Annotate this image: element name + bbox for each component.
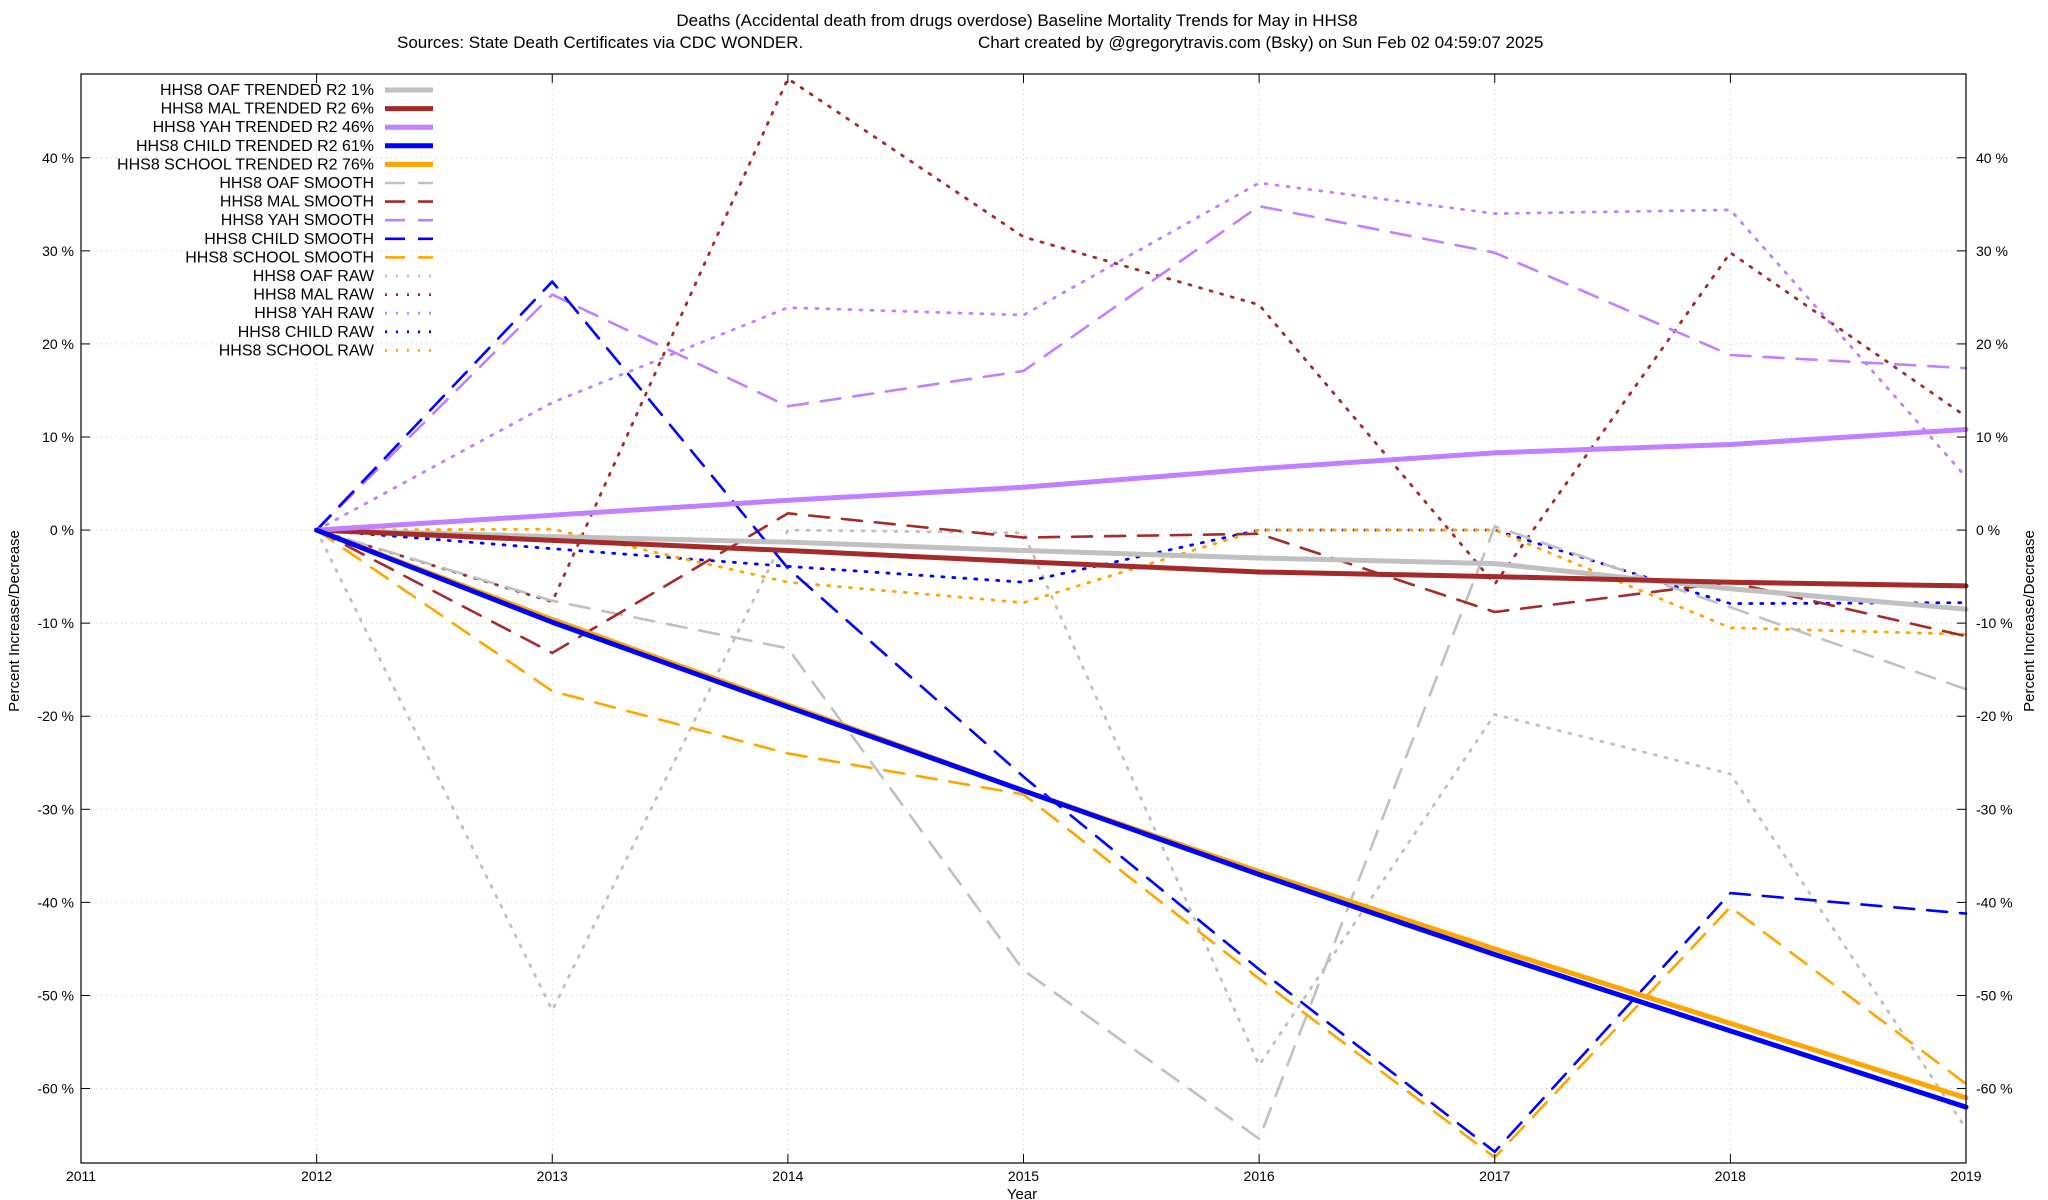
- series-line-8: [315, 280, 1968, 1154]
- y-tick-label-right: -60 %: [1976, 1081, 2013, 1097]
- series-line-11: [315, 77, 1968, 604]
- y-tick-label-right: 10 %: [1976, 429, 2008, 445]
- y-tick-label-left: 20 %: [42, 336, 74, 352]
- series-line-3: [314, 527, 1969, 1110]
- y-tick-label-right: -50 %: [1976, 987, 2013, 1003]
- legend-label-3: HHS8 CHILD TRENDED R2 61%: [136, 138, 374, 155]
- series-line-5: [315, 525, 1968, 1141]
- axis-ticks: 40 % 40 % 30 % 30 % 20 % 20 % 10 % 10 % 0 % 0 % -1…: [37, 74, 2013, 1184]
- legend-label-10: HHS8 OAF RAW: [253, 268, 375, 285]
- series-line-7: [315, 204, 1968, 532]
- legend-label-7: HHS8 YAH SMOOTH: [221, 212, 374, 229]
- series-line-6: [315, 512, 1968, 655]
- y-tick-label-left: -60 %: [37, 1081, 74, 1097]
- legend-label-9: HHS8 SCHOOL SMOOTH: [185, 249, 374, 266]
- legend-label-13: HHS8 CHILD RAW: [238, 324, 375, 341]
- y-tick-label-left: -10 %: [37, 615, 74, 631]
- series-line-4: [314, 527, 1969, 1101]
- legend-label-4: HHS8 SCHOOL TRENDED R2 76%: [117, 156, 374, 173]
- series-line-0: [314, 527, 1969, 612]
- y-axis-title-right: Percent Increase/Decrease: [2021, 530, 2038, 712]
- x-tick-label: 2015: [1008, 1168, 1039, 1184]
- y-tick-label-right: 20 %: [1976, 336, 2008, 352]
- y-tick-label-right: -40 %: [1976, 894, 2013, 910]
- y-tick-label-left: -50 %: [37, 987, 74, 1003]
- chart-subtitle-source: Sources: State Death Certificates via CD…: [397, 33, 803, 52]
- y-tick-label-right: -30 %: [1976, 801, 2013, 817]
- legend-label-0: HHS8 OAF TRENDED R2 1%: [160, 82, 374, 99]
- series-line-9: [315, 528, 1968, 1159]
- legend-label-5: HHS8 OAF SMOOTH: [219, 175, 374, 192]
- x-tick-label: 2017: [1479, 1168, 1510, 1184]
- series-line-10: [315, 528, 1968, 1130]
- chart-title: Deaths (Accidental death from drugs over…: [676, 11, 1357, 30]
- legend-label-8: HHS8 CHILD SMOOTH: [204, 231, 374, 248]
- chart-subtitle-credit: Chart created by @gregorytravis.com (Bsk…: [978, 33, 1543, 52]
- legend-label-6: HHS8 MAL SMOOTH: [220, 194, 374, 211]
- y-tick-label-left: 0 %: [50, 522, 74, 538]
- x-tick-label: 2014: [772, 1168, 803, 1184]
- series-line-13: [315, 528, 1968, 606]
- y-tick-label-right: 0 %: [1976, 522, 2000, 538]
- y-tick-label-left: -20 %: [37, 708, 74, 724]
- legend-label-2: HHS8 YAH TRENDED R2 46%: [153, 119, 374, 136]
- x-tick-label: 2018: [1715, 1168, 1746, 1184]
- series-line-1: [314, 527, 1969, 589]
- y-tick-label-right: 30 %: [1976, 243, 2008, 259]
- y-tick-label-right: -20 %: [1976, 708, 2013, 724]
- y-tick-label-left: 30 %: [42, 243, 74, 259]
- legend-label-1: HHS8 MAL TRENDED R2 6%: [161, 101, 374, 118]
- x-tick-label: 2013: [537, 1168, 568, 1184]
- legend-label-12: HHS8 YAH RAW: [254, 305, 375, 322]
- x-tick-label: 2019: [1950, 1168, 1981, 1184]
- y-tick-label-left: 10 %: [42, 429, 74, 445]
- x-tick-label: 2016: [1244, 1168, 1275, 1184]
- x-tick-label: 2011: [66, 1168, 96, 1184]
- y-tick-label-left: 40 %: [42, 150, 74, 166]
- series-line-2: [314, 427, 1969, 533]
- legend: HHS8 OAF TRENDED R2 1% HHS8 MAL TRENDED R…: [117, 82, 433, 359]
- legend-label-11: HHS8 MAL RAW: [253, 287, 375, 304]
- series-lines: [314, 77, 1969, 1159]
- y-tick-label-right: 40 %: [1976, 150, 2008, 166]
- x-tick-label: 2012: [301, 1168, 332, 1184]
- x-axis-title: Year: [1007, 1186, 1037, 1200]
- grid: [80, 74, 1967, 1163]
- series-line-12: [315, 181, 1968, 532]
- y-tick-label-left: -30 %: [37, 801, 74, 817]
- y-axis-title-left: Percent Increase/Decrease: [6, 530, 23, 712]
- y-tick-label-left: -40 %: [37, 894, 74, 910]
- y-tick-label-right: -10 %: [1976, 615, 2013, 631]
- legend-label-14: HHS8 SCHOOL RAW: [219, 342, 375, 359]
